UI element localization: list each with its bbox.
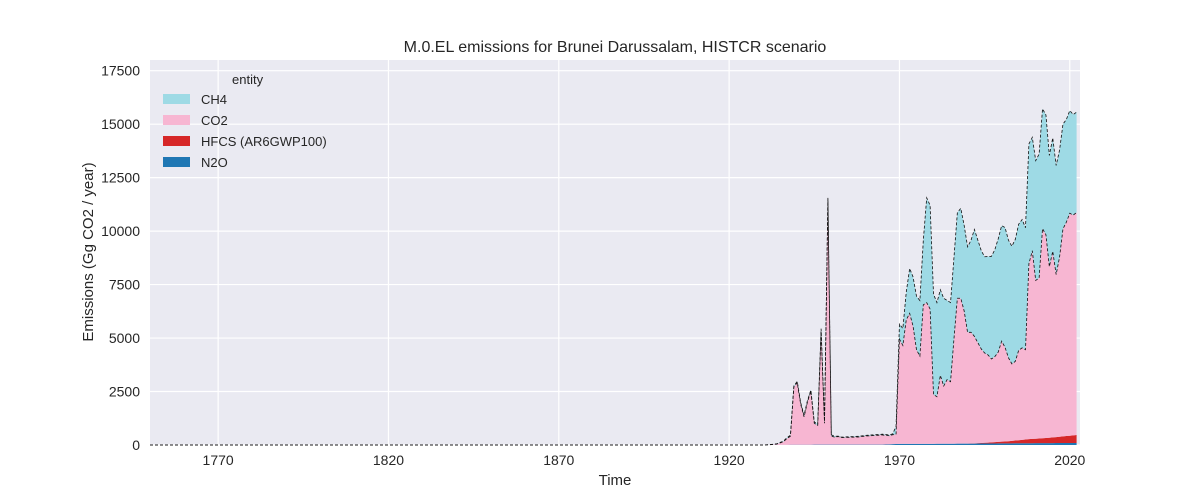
legend-swatch-hfcs-ar6gwp100 [163, 136, 190, 146]
stacked-areas [150, 108, 1077, 445]
legend-label-hfcs-ar6gwp100: HFCS (AR6GWP100) [201, 134, 327, 149]
legend-swatch-ch4 [163, 94, 190, 104]
legend-swatch-co2 [163, 115, 190, 125]
x-tick-label-2020: 2020 [1054, 452, 1085, 468]
total-line-ch4 [150, 107, 1077, 446]
x-tick-label-1870: 1870 [543, 452, 574, 468]
legend-title: entity [232, 72, 264, 87]
x-ticks: 1770 1820 1870 1920 1970 2020 [203, 452, 1086, 468]
legend-label-co2: CO2 [201, 113, 228, 128]
area-co2 [150, 200, 1077, 445]
y-tick-label-12500: 12500 [101, 170, 140, 186]
y-ticks: 0 2500 5000 7500 10000 12500 15000 17500 [101, 63, 140, 453]
legend-label-n2o: N2O [201, 155, 228, 170]
y-tick-label-15000: 15000 [101, 116, 140, 132]
legend-swatch-n2o [163, 157, 190, 167]
x-tick-label-1920: 1920 [714, 452, 745, 468]
y-axis-label: Emissions (Gg CO2 / year) [80, 162, 97, 341]
x-axis-label: Time [599, 472, 632, 489]
y-tick-label-5000: 5000 [109, 330, 140, 346]
y-tick-label-10000: 10000 [101, 223, 140, 239]
y-tick-label-17500: 17500 [101, 63, 140, 79]
legend-label-ch4: CH4 [201, 92, 227, 107]
x-tick-label-1820: 1820 [373, 452, 404, 468]
chart-title: M.0.EL emissions for Brunei Darussalam, … [404, 39, 827, 56]
x-tick-label-1970: 1970 [884, 452, 915, 468]
legend: entity CH4 CO2 HFCS (AR6GWP100) N2O [163, 72, 327, 170]
x-tick-label-1770: 1770 [203, 452, 234, 468]
total-lines [150, 107, 1077, 446]
y-tick-label-0: 0 [132, 437, 140, 453]
y-tick-label-2500: 2500 [109, 384, 140, 400]
area-n2o [150, 442, 1077, 445]
y-tick-label-7500: 7500 [109, 277, 140, 293]
